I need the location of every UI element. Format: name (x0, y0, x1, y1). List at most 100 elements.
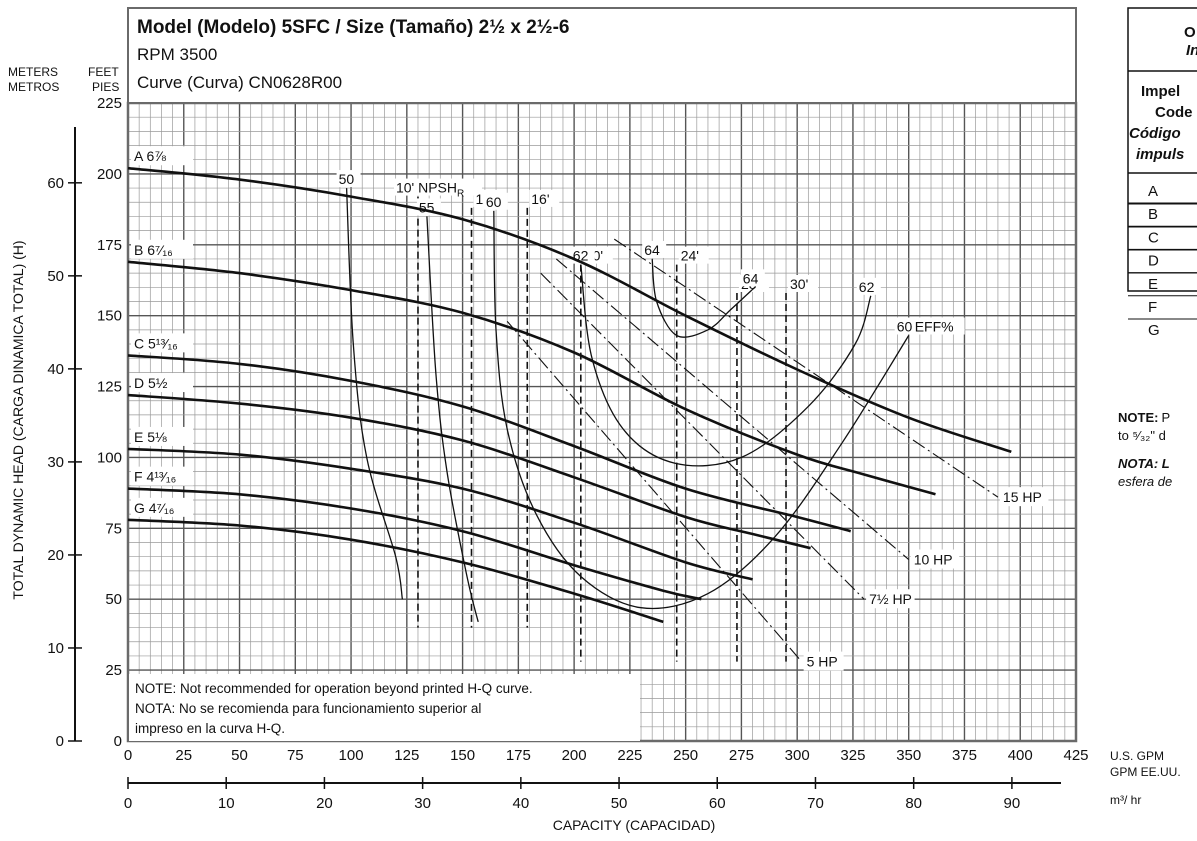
npsh-label-bg (393, 178, 482, 196)
chart-title: Model (Modelo) 5SFC / Size (Tamaño) 2½ x… (137, 17, 570, 38)
hp-label-bg (999, 487, 1049, 507)
eff-label-bg (336, 170, 361, 188)
impeller-label-bg (131, 466, 193, 486)
y-unit-meters-es: METROS (8, 80, 59, 94)
x-unit-gpm-es: GPM EE.UU. (1110, 765, 1181, 779)
impeller-label: A 6⅞ (134, 148, 166, 164)
note-line-3: impreso en la curva H-Q. (135, 721, 285, 736)
table-col-header-2: Code (1155, 104, 1193, 121)
efficiency-label: 60 (486, 194, 502, 210)
table-col-header-4: impuls (1136, 146, 1184, 163)
y-tick-meters-label: 20 (47, 547, 64, 564)
note-line-2: NOTA: No se recomienda para funcionamien… (135, 701, 481, 716)
x-unit-gpm: U.S. GPM (1110, 749, 1164, 763)
impeller-label-bg (131, 146, 193, 166)
x-tick-m3-label: 20 (316, 795, 333, 812)
efficiency-label: 62 (859, 279, 875, 295)
efficiency-curve (580, 264, 872, 467)
hp-label: 10 HP (914, 552, 953, 568)
side-note-es: NOTA: L (1118, 456, 1170, 471)
hp-line (540, 272, 865, 600)
y-tick-feet-label: 50 (105, 591, 122, 608)
table-row-code: E (1148, 276, 1158, 293)
y-tick-feet-label: 0 (114, 733, 122, 750)
x-tick-gpm-label: 100 (339, 747, 364, 764)
x-tick-m3-label: 40 (512, 795, 529, 812)
y-unit-meters: METERS (8, 65, 58, 79)
impeller-curve (127, 487, 702, 601)
npsh-label: 24' (681, 248, 699, 264)
impeller-curves: A 6⅞ B 6⁷⁄₁₆ C 5¹³⁄₁₆ D 5½ E 5⅛ F 4¹³⁄₁₆ G 4⁷⁄… (127, 146, 1012, 624)
x-tick-gpm-label: 200 (562, 747, 587, 764)
impeller-curve (127, 166, 1012, 454)
efficiency-curve (493, 210, 910, 610)
x-tick-gpm-label: 375 (952, 747, 977, 764)
npsh-label: 10' NPSHR (396, 180, 464, 200)
table-row-code: D (1148, 253, 1159, 270)
impeller-label: C 5¹³⁄₁₆ (134, 335, 178, 351)
impeller-curve (127, 393, 811, 550)
npsh-lines: 10' NPSHR12'16'20'24'28'30' (393, 178, 819, 662)
y-tick-feet-label: 75 (105, 520, 122, 537)
npsh-label: 16' (531, 191, 549, 207)
x-tick-gpm-label: 350 (896, 747, 921, 764)
npsh-label-bg (678, 246, 709, 264)
npsh-label-bg (529, 189, 560, 207)
x-tick-gpm-label: 125 (394, 747, 419, 764)
hp-line (613, 238, 999, 498)
x-tick-m3-label: 90 (1004, 795, 1021, 812)
hp-label-bg (866, 589, 915, 609)
efficiency-label: 64 (743, 270, 759, 286)
impeller-label-bg (131, 497, 193, 517)
y-tick-meters-label: 60 (47, 175, 64, 192)
side-notes: NOTE: P to ⁵⁄₃₂" d NOTA: L esfera de (1118, 410, 1172, 489)
y-tick-meters-label: 0 (56, 733, 64, 750)
impeller-label: G 4⁷⁄₁₆ (134, 500, 174, 516)
eff-label-bg (483, 192, 508, 210)
table-row-code: G (1148, 322, 1160, 339)
impeller-curve (127, 447, 753, 581)
impeller-curve (127, 518, 664, 624)
efficiency-label: 64 (644, 242, 660, 258)
y-tick-feet-label: 225 (97, 95, 122, 112)
chart-frame (126, 101, 1078, 743)
y-tick-feet-label: 200 (97, 166, 122, 183)
note-line-1: NOTE: Not recommended for operation beyo… (135, 681, 533, 696)
efficiency-curve (345, 188, 404, 600)
table-header-top-italic: In (1186, 42, 1197, 59)
eff-label-bg (856, 277, 881, 295)
y-tick-meters-label: 10 (47, 640, 64, 657)
side-note-es-2: esfera de (1118, 474, 1172, 489)
x-tick-gpm-label: 150 (450, 747, 475, 764)
efficiency-label: 50 (339, 171, 355, 187)
x-tick-m3-label: 0 (124, 795, 132, 812)
y-tick-meters-label: 40 (47, 361, 64, 378)
plot-border (126, 101, 1078, 743)
efficiency-unit-label: EFF% (915, 319, 954, 335)
hp-label: 15 HP (1003, 489, 1042, 505)
table-col-header-3: Código (1129, 125, 1181, 142)
npsh-label: 30' (790, 276, 808, 292)
table-row-code: B (1148, 206, 1158, 223)
x-tick-gpm-label: 0 (124, 747, 132, 764)
x-tick-gpm-label: 400 (1008, 747, 1033, 764)
y-axis-label: TOTAL DYNAMIC HEAD (CARGA DINAMICA TOTAL… (10, 240, 26, 599)
hp-label-bg (803, 651, 844, 671)
efficiency-label: 60 (897, 319, 913, 335)
impeller-label-bg (131, 373, 193, 393)
x-tick-m3-label: 70 (807, 795, 824, 812)
impeller-curve (127, 260, 936, 496)
table-row-code: F (1148, 299, 1157, 316)
hp-line (555, 258, 910, 560)
y-tick-meters-label: 50 (47, 268, 64, 285)
grid (127, 102, 1077, 742)
header-box (127, 7, 1077, 104)
x-tick-m3-label: 50 (611, 795, 628, 812)
x-tick-gpm-label: 75 (287, 747, 304, 764)
impeller-label-bg (131, 239, 193, 259)
efficiency-curve (426, 216, 479, 623)
x-tick-m3-label: 10 (218, 795, 235, 812)
impeller-label-bg (131, 333, 193, 353)
x-tick-gpm-label: 425 (1063, 747, 1088, 764)
impeller-label-bg (131, 426, 193, 446)
